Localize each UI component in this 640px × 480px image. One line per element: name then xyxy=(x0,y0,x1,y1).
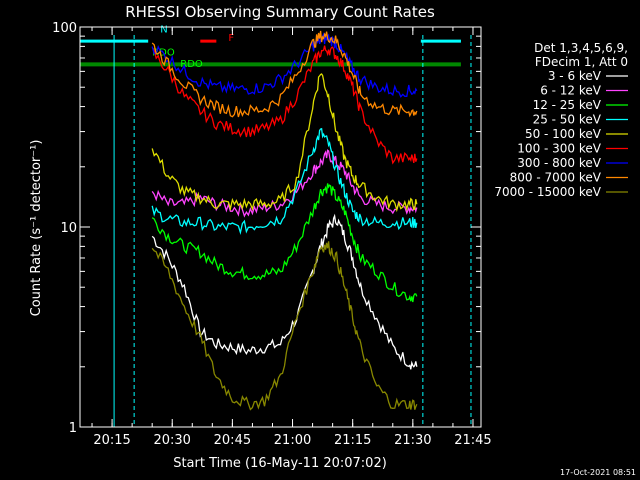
y-tick-label: 1 xyxy=(69,421,77,436)
legend-label: 6 - 12 keV xyxy=(540,84,602,98)
series-line xyxy=(151,127,418,236)
series-line xyxy=(151,149,418,218)
series-layer xyxy=(151,30,418,411)
legend-label: 25 - 50 keV xyxy=(533,113,602,127)
legend-label: 100 - 300 keV xyxy=(517,142,601,156)
legend-label: 12 - 25 keV xyxy=(533,98,602,112)
chart-title: RHESSI Observing Summary Count Rates xyxy=(125,3,435,21)
legend-label: 800 - 7000 keV xyxy=(510,171,602,185)
y-tick-label: 100 xyxy=(52,21,77,36)
flag-label: N xyxy=(160,24,167,35)
legend-label: 3 - 6 keV xyxy=(548,69,602,83)
series-line xyxy=(151,32,418,98)
legend-header-2: FDecim 1, Att 0 xyxy=(535,55,628,69)
y-axis-label: Count Rate (s⁻¹ detector⁻¹) xyxy=(29,140,44,317)
x-tick-label: 21:30 xyxy=(394,433,431,448)
series-line xyxy=(151,30,418,118)
legend-label: 7000 - 15000 keV xyxy=(494,185,601,199)
y-axis: 1 10 100 xyxy=(52,21,481,436)
y-tick-label: 10 xyxy=(60,221,77,236)
plot-frame xyxy=(79,26,482,428)
series-line xyxy=(151,213,418,370)
x-tick-label: 20:30 xyxy=(153,433,190,448)
x-tick-label: 20:45 xyxy=(214,433,251,448)
x-axis-label: Start Time (16-May-11 20:07:02) xyxy=(173,456,387,471)
x-tick-label: 21:00 xyxy=(274,433,311,448)
x-tick-label: 21:15 xyxy=(334,433,371,448)
series-line xyxy=(151,73,418,213)
legend-label: 300 - 800 keV xyxy=(517,156,601,170)
flag-label: RDO xyxy=(180,59,203,70)
legend: Det 1,3,4,5,6,9, FDecim 1, Att 0 3 - 6 k… xyxy=(494,41,628,199)
flag-label: F xyxy=(228,33,234,44)
x-axis: 20:15 20:30 20:45 21:00 21:15 21:30 21:45 xyxy=(91,27,492,448)
vertical-marker-layer xyxy=(113,35,472,427)
legend-label: 50 - 100 keV xyxy=(525,127,602,141)
series-line xyxy=(151,241,418,411)
legend-header-1: Det 1,3,4,5,6,9, xyxy=(534,41,628,55)
series-line xyxy=(151,183,418,303)
series-line xyxy=(151,45,418,165)
x-tick-label: 21:45 xyxy=(454,433,491,448)
x-tick-label: 20:15 xyxy=(93,433,130,448)
timestamp: 17-Oct-2021 08:51 xyxy=(560,468,636,477)
